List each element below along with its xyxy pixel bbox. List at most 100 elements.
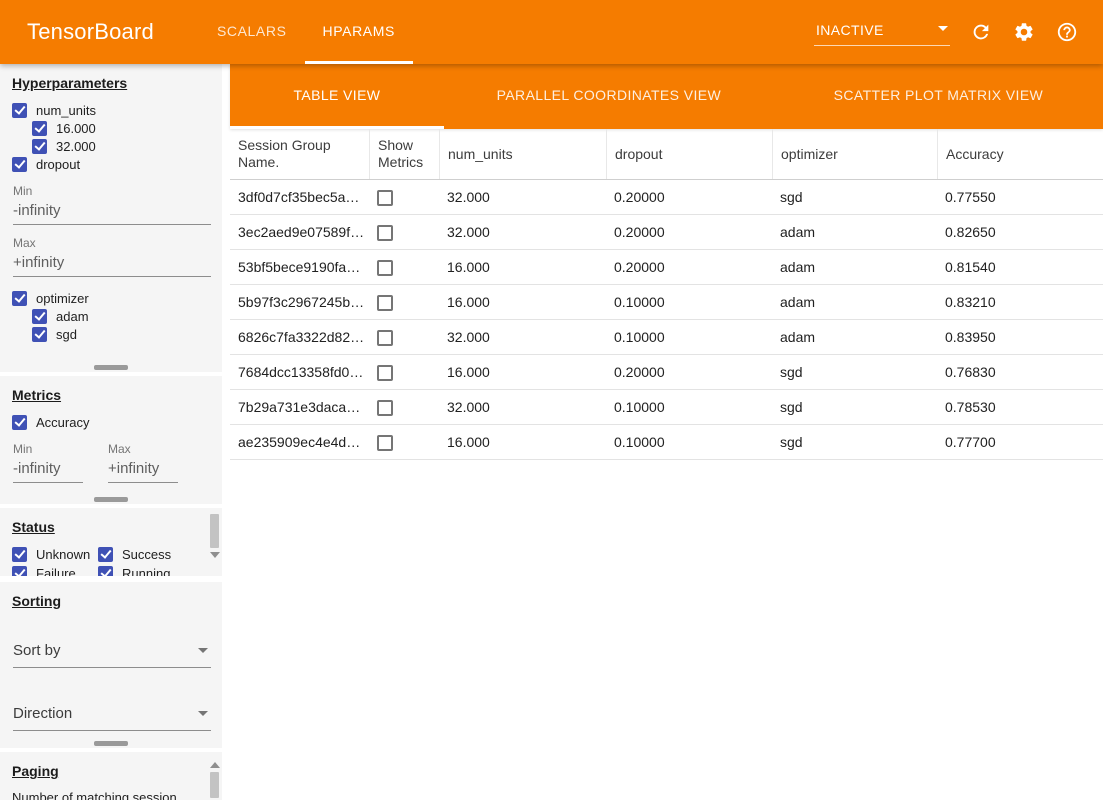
sorting-section: Sorting Sort by Direction bbox=[0, 582, 222, 748]
accuracy-cell: 0.78530 bbox=[937, 399, 1103, 415]
status-scrollbar[interactable] bbox=[209, 514, 220, 573]
tab-parallel-coordinates-view[interactable]: PARALLEL COORDINATES VIEW bbox=[444, 64, 774, 129]
tab-scatter-plot-matrix-view[interactable]: SCATTER PLOT MATRIX VIEW bbox=[774, 64, 1103, 129]
hparam-adam-row[interactable]: adam bbox=[12, 307, 210, 325]
section-resize-handle[interactable] bbox=[94, 365, 128, 370]
tab-table-view[interactable]: TABLE VIEW bbox=[230, 64, 444, 129]
checkbox-checked-icon[interactable] bbox=[32, 121, 47, 136]
show-metrics-checkbox[interactable] bbox=[377, 435, 393, 451]
checkbox-checked-icon[interactable] bbox=[12, 415, 27, 430]
section-resize-handle[interactable] bbox=[94, 497, 128, 502]
metric-accuracy-label: Accuracy bbox=[36, 415, 89, 430]
metric-max-input[interactable] bbox=[108, 458, 178, 483]
table-row: ae235909ec4e4d… 16.000 0.10000 sgd 0.777… bbox=[230, 425, 1103, 460]
tab-scalars[interactable]: SCALARS bbox=[199, 0, 305, 64]
table-row: 3ec2aed9e07589f… 32.000 0.20000 adam 0.8… bbox=[230, 215, 1103, 250]
hparam-dropout-label: dropout bbox=[36, 157, 80, 172]
metric-accuracy-row[interactable]: Accuracy bbox=[12, 413, 210, 431]
optimizer-cell: sgd bbox=[772, 434, 937, 450]
optimizer-cell: adam bbox=[772, 259, 937, 275]
metric-min-label: Min bbox=[13, 442, 83, 456]
num-units-cell: 32.000 bbox=[439, 224, 606, 240]
table-row: 6826c7fa3322d82… 32.000 0.10000 adam 0.8… bbox=[230, 320, 1103, 355]
status-failure-label: Failure bbox=[36, 566, 76, 577]
show-metrics-checkbox[interactable] bbox=[377, 365, 393, 381]
show-metrics-checkbox[interactable] bbox=[377, 190, 393, 206]
show-metrics-checkbox[interactable] bbox=[377, 330, 393, 346]
hparam-adam-label: adam bbox=[56, 309, 89, 324]
checkbox-checked-icon[interactable] bbox=[12, 157, 27, 172]
checkbox-checked-icon[interactable] bbox=[32, 327, 47, 342]
direction-select[interactable]: Direction bbox=[13, 702, 211, 731]
settings-icon[interactable] bbox=[1012, 20, 1036, 44]
show-metrics-checkbox[interactable] bbox=[377, 295, 393, 311]
metrics-section: Metrics Accuracy Min Max bbox=[0, 376, 222, 504]
checkbox-checked-icon[interactable] bbox=[32, 139, 47, 154]
refresh-icon[interactable] bbox=[969, 20, 993, 44]
hparam-value-32-row[interactable]: 32.000 bbox=[12, 137, 210, 155]
session-group-name-cell: 3df0d7cf35bec5a… bbox=[230, 189, 369, 205]
optimizer-cell: sgd bbox=[772, 189, 937, 205]
sort-by-select[interactable]: Sort by bbox=[13, 639, 211, 668]
status-success-row[interactable]: Success bbox=[98, 545, 198, 563]
num-units-cell: 16.000 bbox=[439, 259, 606, 275]
table-row: 53bf5bece9190fa… 16.000 0.20000 adam 0.8… bbox=[230, 250, 1103, 285]
status-running-row[interactable]: Running bbox=[98, 564, 198, 576]
tab-hparams[interactable]: HPARAMS bbox=[305, 0, 413, 64]
show-metrics-cell bbox=[369, 188, 439, 205]
show-metrics-checkbox[interactable] bbox=[377, 225, 393, 241]
col-session-group-name: Session Group Name. bbox=[230, 129, 369, 179]
paging-scrollbar[interactable] bbox=[209, 758, 220, 797]
scroll-up-icon[interactable] bbox=[210, 762, 220, 768]
sort-by-value: Sort by bbox=[13, 642, 61, 659]
hparam-value-16-row[interactable]: 16.000 bbox=[12, 119, 210, 137]
num-units-cell: 16.000 bbox=[439, 364, 606, 380]
app-header: TensorBoard SCALARS HPARAMS INACTIVE bbox=[0, 0, 1103, 64]
checkbox-checked-icon[interactable] bbox=[12, 103, 27, 118]
dropout-max-input[interactable] bbox=[13, 252, 211, 277]
dropout-cell: 0.10000 bbox=[606, 294, 772, 310]
dropout-min-input[interactable] bbox=[13, 200, 211, 225]
status-success-label: Success bbox=[122, 547, 171, 562]
show-metrics-checkbox[interactable] bbox=[377, 400, 393, 416]
checkbox-checked-icon[interactable] bbox=[98, 566, 113, 577]
dropout-cell: 0.10000 bbox=[606, 399, 772, 415]
metrics-heading: Metrics bbox=[12, 387, 210, 403]
hparam-value-16-label: 16.000 bbox=[56, 121, 96, 136]
header-actions: INACTIVE bbox=[814, 0, 1103, 64]
hparam-dropout-row[interactable]: dropout bbox=[12, 155, 210, 173]
show-metrics-cell bbox=[369, 293, 439, 310]
scrollbar-thumb[interactable] bbox=[210, 514, 219, 548]
scrollbar-thumb[interactable] bbox=[210, 772, 219, 798]
metric-min-input[interactable] bbox=[13, 458, 83, 483]
show-metrics-cell bbox=[369, 398, 439, 415]
hparam-optimizer-row[interactable]: optimizer bbox=[12, 289, 210, 307]
status-failure-row[interactable]: Failure bbox=[12, 564, 98, 576]
paging-heading: Paging bbox=[12, 763, 210, 779]
hparam-num-units-row[interactable]: num_units bbox=[12, 101, 210, 119]
checkbox-checked-icon[interactable] bbox=[12, 566, 27, 577]
run-status-select[interactable]: INACTIVE bbox=[814, 18, 950, 46]
section-resize-handle[interactable] bbox=[94, 741, 128, 746]
checkbox-checked-icon[interactable] bbox=[98, 547, 113, 562]
show-metrics-cell bbox=[369, 258, 439, 275]
sidebar: Hyperparameters num_units 16.000 32.000 … bbox=[0, 64, 222, 800]
table-row: 5b97f3c2967245b… 16.000 0.10000 adam 0.8… bbox=[230, 285, 1103, 320]
checkbox-checked-icon[interactable] bbox=[12, 291, 27, 306]
accuracy-cell: 0.82650 bbox=[937, 224, 1103, 240]
chevron-down-icon bbox=[198, 648, 208, 653]
hparam-sgd-row[interactable]: sgd bbox=[12, 325, 210, 343]
checkbox-checked-icon[interactable] bbox=[32, 309, 47, 324]
status-unknown-row[interactable]: Unknown bbox=[12, 545, 98, 563]
session-group-name-cell: 3ec2aed9e07589f… bbox=[230, 224, 369, 240]
optimizer-cell: sgd bbox=[772, 399, 937, 415]
accuracy-cell: 0.77700 bbox=[937, 434, 1103, 450]
show-metrics-checkbox[interactable] bbox=[377, 260, 393, 276]
table-row: 7684dcc13358fd0… 16.000 0.20000 sgd 0.76… bbox=[230, 355, 1103, 390]
help-icon[interactable] bbox=[1055, 20, 1079, 44]
checkbox-checked-icon[interactable] bbox=[12, 547, 27, 562]
dropout-cell: 0.20000 bbox=[606, 224, 772, 240]
scroll-down-icon[interactable] bbox=[210, 552, 220, 558]
hparam-value-32-label: 32.000 bbox=[56, 139, 96, 154]
col-optimizer: optimizer bbox=[772, 129, 937, 179]
